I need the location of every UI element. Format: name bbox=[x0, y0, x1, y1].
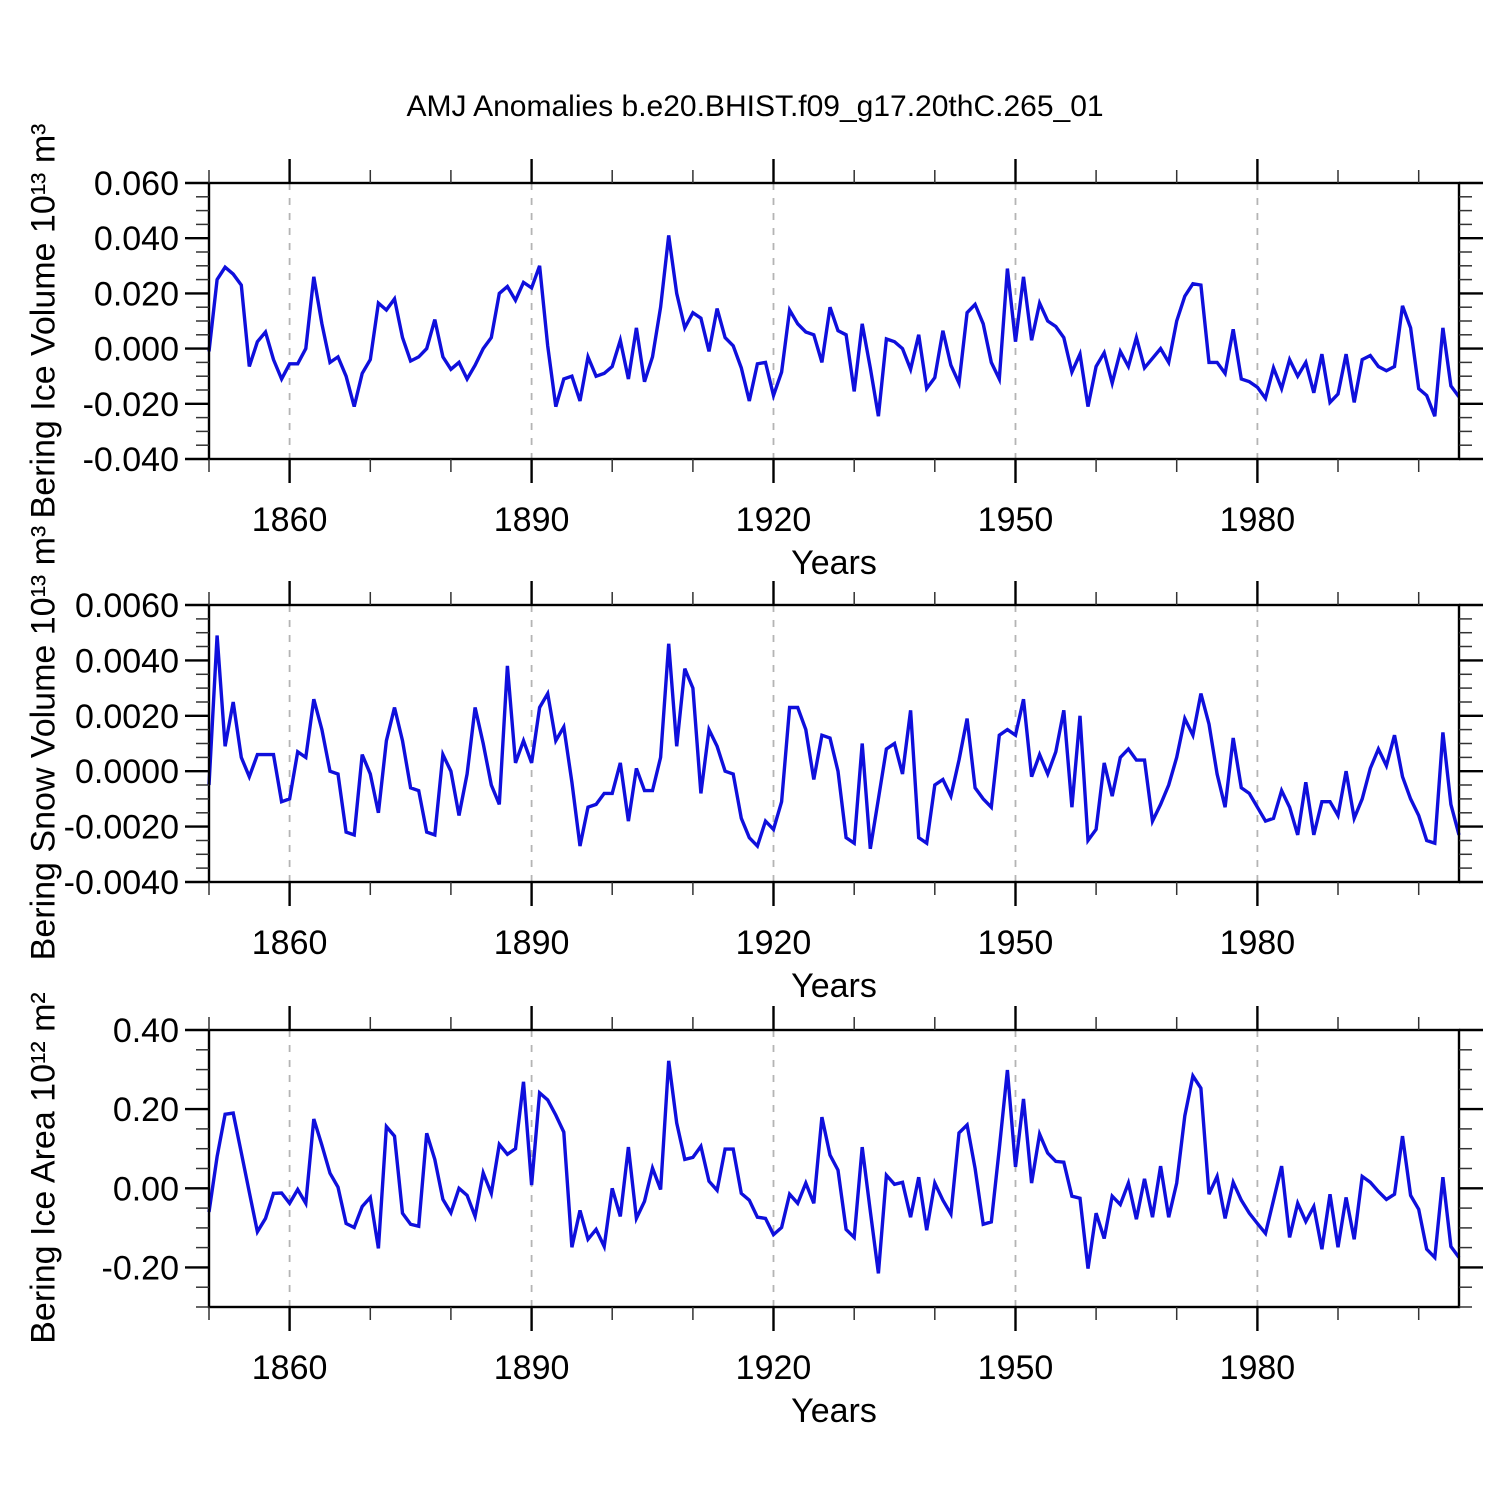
y-tick-label: 0.00 bbox=[113, 1170, 179, 1208]
y-tick-label: 0.040 bbox=[94, 220, 179, 258]
x-tick-label: 1860 bbox=[252, 924, 328, 962]
y-tick-label: -0.040 bbox=[83, 441, 179, 479]
panel-snow_volume: 1860 1890 1920 1950 1980 -0.0040 -0.0020 0.0000… bbox=[64, 581, 1483, 962]
y-tick-labels: -0.040 -0.020 0.000 0.020 0.040 0.060 bbox=[83, 165, 179, 479]
major-ticks bbox=[185, 581, 1483, 906]
x-tick-label: 1860 bbox=[252, 1349, 328, 1387]
major-ticks bbox=[185, 1006, 1483, 1331]
x-tick-labels: 1860 1890 1920 1950 1980 bbox=[252, 501, 1295, 539]
x-tick-label: 1890 bbox=[494, 501, 570, 539]
gridlines bbox=[288, 183, 1259, 459]
x-axis-title-snow-volume: Years bbox=[791, 967, 877, 1005]
y-tick-label: 0.40 bbox=[113, 1012, 179, 1050]
gridlines bbox=[288, 605, 1259, 882]
y-tick-label: 0.0000 bbox=[75, 753, 179, 791]
x-tick-label: 1950 bbox=[978, 1349, 1054, 1387]
x-axis-title-ice-area: Years bbox=[791, 1392, 877, 1430]
minor-ticks bbox=[196, 592, 1472, 895]
x-tick-label: 1920 bbox=[736, 501, 812, 539]
y-tick-label: -0.0020 bbox=[64, 809, 179, 847]
y-tick-label: 0.0040 bbox=[75, 642, 179, 680]
y-tick-label: -0.20 bbox=[102, 1249, 180, 1287]
figure-title: AMJ Anomalies b.e20.BHIST.f09_g17.20thC.… bbox=[406, 90, 1104, 123]
panel-ice_volume: 1860 1890 1920 1950 1980 -0.040 -0.020 0.000 0.0… bbox=[83, 159, 1483, 539]
x-tick-labels: 1860 1890 1920 1950 1980 bbox=[252, 1349, 1295, 1387]
x-tick-label: 1920 bbox=[736, 924, 812, 962]
x-tick-label: 1920 bbox=[736, 1349, 812, 1387]
y-tick-label: 0.020 bbox=[94, 275, 179, 313]
x-axis-title-ice-volume: Years bbox=[791, 544, 877, 582]
minor-ticks bbox=[196, 1017, 1472, 1320]
y-tick-labels: -0.20 0.00 0.20 0.40 bbox=[102, 1012, 180, 1287]
y-tick-label: 0.000 bbox=[94, 331, 179, 369]
x-tick-labels: 1860 1890 1920 1950 1980 bbox=[252, 924, 1295, 962]
y-tick-label: -0.020 bbox=[83, 386, 179, 424]
x-tick-label: 1860 bbox=[252, 501, 328, 539]
x-tick-label: 1980 bbox=[1220, 1349, 1296, 1387]
y-axis-title-ice-volume: Bering Ice Volume 10¹³ m³ bbox=[24, 123, 63, 519]
y-axis-title-ice-area: Bering Ice Area 10¹² m² bbox=[24, 992, 63, 1344]
series-line-snow_volume bbox=[207, 635, 1461, 850]
y-tick-label: 0.20 bbox=[113, 1091, 179, 1129]
x-tick-label: 1890 bbox=[494, 924, 570, 962]
major-ticks bbox=[185, 159, 1483, 483]
plot-frame bbox=[207, 603, 1461, 884]
y-tick-labels: -0.0040 -0.0020 0.0000 0.0020 0.0040 0.0060 bbox=[64, 587, 179, 902]
y-tick-label: 0.060 bbox=[94, 165, 179, 203]
x-tick-label: 1980 bbox=[1220, 501, 1296, 539]
y-tick-label: -0.0040 bbox=[64, 864, 179, 902]
x-tick-label: 1950 bbox=[978, 924, 1054, 962]
minor-ticks bbox=[196, 170, 1472, 472]
panel-ice_area: 1860 1890 1920 1950 1980 -0.20 0.00 0.20 0.40 bbox=[102, 1006, 1483, 1387]
gridlines bbox=[288, 1030, 1259, 1307]
series-line-ice_volume bbox=[207, 235, 1461, 417]
x-tick-label: 1980 bbox=[1220, 924, 1296, 962]
y-tick-label: 0.0060 bbox=[75, 587, 179, 625]
x-tick-label: 1950 bbox=[978, 501, 1054, 539]
series-line-ice_area bbox=[207, 1060, 1461, 1274]
y-axis-title-snow-volume: Bering Snow Volume 10¹³ m³ bbox=[24, 525, 63, 961]
x-tick-label: 1890 bbox=[494, 1349, 570, 1387]
y-tick-label: 0.0020 bbox=[75, 698, 179, 736]
